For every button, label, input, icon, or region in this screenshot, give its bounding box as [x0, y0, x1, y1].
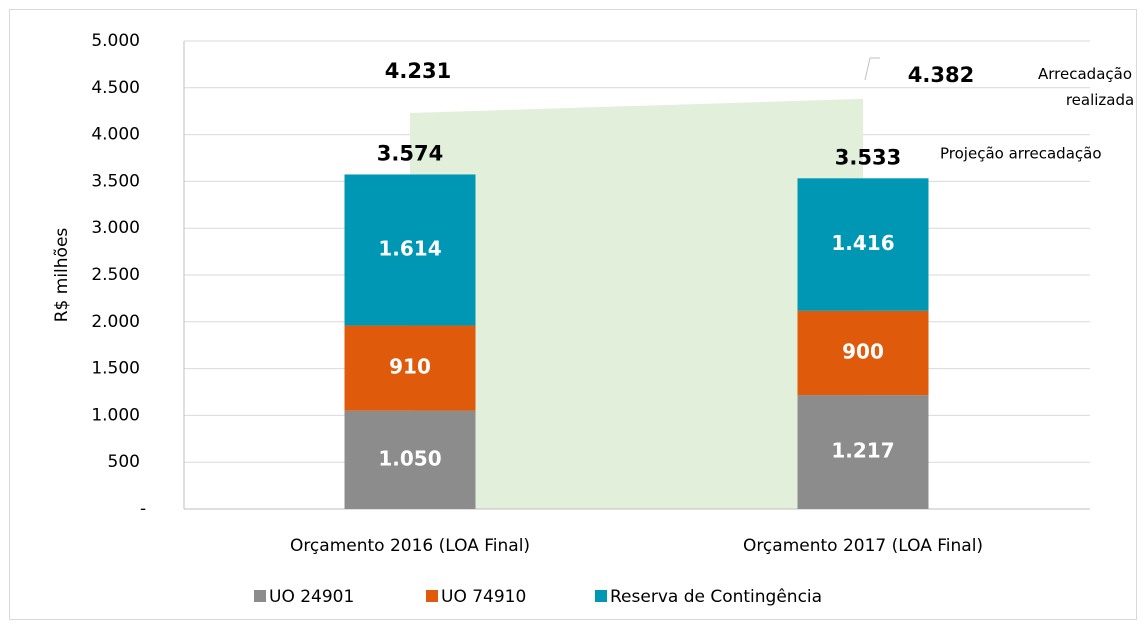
legend-swatch: [254, 590, 266, 602]
area-label: 4.231: [385, 59, 451, 83]
y-tick-label: 3.000: [91, 218, 140, 238]
y-tick-label: 4.500: [91, 78, 140, 98]
y-tick-label: 500: [108, 452, 140, 472]
y-tick-label: 5.000: [91, 31, 140, 51]
bar-segment: [344, 325, 476, 411]
legend-label: UO 24901: [269, 587, 354, 607]
bar-segment: [797, 395, 929, 509]
legend-label: Reserva de Contingência: [610, 587, 822, 607]
bar-segment: [344, 174, 476, 326]
bar-segment: [344, 410, 476, 509]
y-tick-label: 1.000: [91, 405, 140, 425]
area-name: Arrecadação realizada: [1038, 65, 1134, 109]
area: [410, 98, 863, 510]
area-name-line: realizada: [1066, 91, 1134, 109]
y-tick-label: 1.500: [91, 359, 140, 379]
y-tick-label: 3.500: [91, 171, 140, 191]
y-axis-label: R$ milhões: [52, 228, 72, 323]
data-label: 1.050: [378, 446, 441, 470]
data-label: 1.614: [378, 237, 441, 261]
y-tick-label: 2.500: [91, 265, 140, 285]
bar-segment: [797, 178, 929, 311]
data-label: 900: [842, 339, 884, 363]
y-tick-label: -: [140, 499, 146, 519]
bar-segment: [797, 310, 929, 396]
legend-swatch: [426, 590, 438, 602]
x-tick-label: Orçamento 2017 (LOA Final): [743, 536, 983, 556]
x-tick-label: Orçamento 2016 (LOA Final): [290, 536, 530, 556]
data-label: 1.416: [831, 231, 894, 255]
leader-line: [864, 57, 871, 81]
y-tick-label: 2.000: [91, 312, 140, 332]
total-label: 3.533: [835, 145, 901, 169]
total-label: 3.574: [377, 141, 443, 165]
area-name-line: Arrecadação: [1038, 65, 1132, 83]
data-label: 1.217: [831, 439, 894, 463]
totals-name: Projeção arrecadação: [940, 145, 1102, 163]
legend-label: UO 74910: [441, 587, 526, 607]
area-label: 4.382: [908, 63, 974, 87]
y-tick-label: 4.000: [91, 125, 140, 145]
data-label: 910: [389, 355, 431, 379]
legend-swatch: [595, 590, 607, 602]
